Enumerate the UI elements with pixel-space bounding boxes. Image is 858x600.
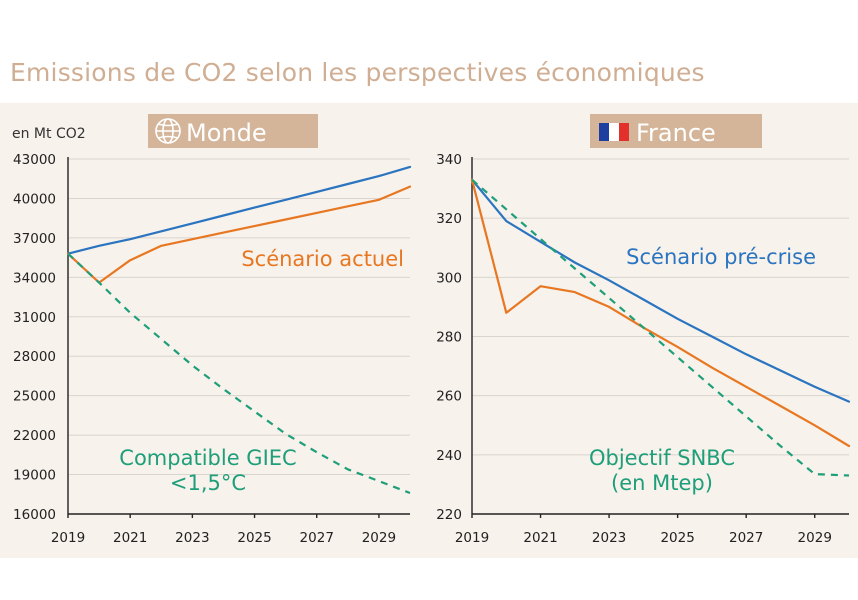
y-tick-monde-37000: 37000 [13,231,56,247]
annotation-france-precrise: Scénario pré-crise [626,245,816,269]
y-tick-monde-40000: 40000 [13,191,56,207]
series-line-france-2 [471,178,850,477]
x-tick-france-2029: 2029 [798,530,832,546]
chart-monde: 43000 40000 37000 34000 31000 28000 25000 22000… [13,152,412,546]
y-tick-monde-28000: 28000 [13,349,56,365]
y-tick-france-340: 340 [436,152,462,168]
series-line-monde-1 [66,185,412,284]
y-unit-label: en Mt CO2 [12,126,86,142]
x-tick-france-2019: 2019 [455,530,489,546]
series-line-monde-2 [67,252,411,495]
annotation-line: <1,5°C [170,471,246,495]
panel-label-france: France [636,119,716,147]
y-tick-france-300: 300 [436,270,462,286]
y-tick-monde-31000: 31000 [13,310,56,326]
x-tick-france-2023: 2023 [592,530,626,546]
series-line-france-1 [470,178,851,448]
y-tick-france-220: 220 [436,507,462,523]
x-tick-monde-2025: 2025 [237,530,271,546]
chart-background [0,103,858,558]
annotation-line: (en Mtep) [611,471,713,495]
annotation-france-snbc: Objectif SNBC (en Mtep) [589,446,735,495]
y-tick-france-260: 260 [436,389,462,405]
series-line-monde-0 [66,165,412,255]
y-tick-monde-43000: 43000 [13,152,56,168]
x-tick-france-2021: 2021 [523,530,557,546]
x-tick-france-2025: 2025 [660,530,694,546]
x-tick-monde-2021: 2021 [113,530,147,546]
x-tick-monde-2023: 2023 [175,530,209,546]
annotation-line: Scénario pré-crise [626,245,816,269]
monde-badge: Monde [148,114,318,148]
chart-title: Emissions de CO2 selon les perspectives … [10,58,705,87]
y-tick-monde-22000: 22000 [13,428,56,444]
y-tick-monde-19000: 19000 [13,468,56,484]
globe-icon [155,118,181,144]
y-tick-monde-16000: 16000 [13,507,56,523]
annotation-line: Scénario actuel [241,247,404,271]
french-flag-icon [599,123,629,141]
x-tick-monde-2027: 2027 [300,530,334,546]
y-tick-france-280: 280 [436,330,462,346]
annotation-monde-giec: Compatible GIEC <1,5°C [119,446,296,495]
annotation-line: Objectif SNBC [589,446,735,470]
x-tick-monde-2019: 2019 [51,530,85,546]
annotation-monde-actuel: Scénario actuel [241,247,404,271]
series-line-france-0 [470,178,851,403]
panel-label-monde: Monde [186,119,267,147]
annotation-line: Compatible GIEC [119,446,296,470]
x-tick-monde-2029: 2029 [362,530,396,546]
y-tick-france-320: 320 [436,211,462,227]
x-tick-france-2027: 2027 [729,530,763,546]
y-tick-monde-34000: 34000 [13,270,56,286]
chart-france: 340 320 300 280 260 240 220 2019 2021 2023 2025 202… [436,152,851,546]
y-tick-monde-25000: 25000 [13,389,56,405]
france-badge: France [590,114,762,148]
y-tick-france-240: 240 [436,448,462,464]
